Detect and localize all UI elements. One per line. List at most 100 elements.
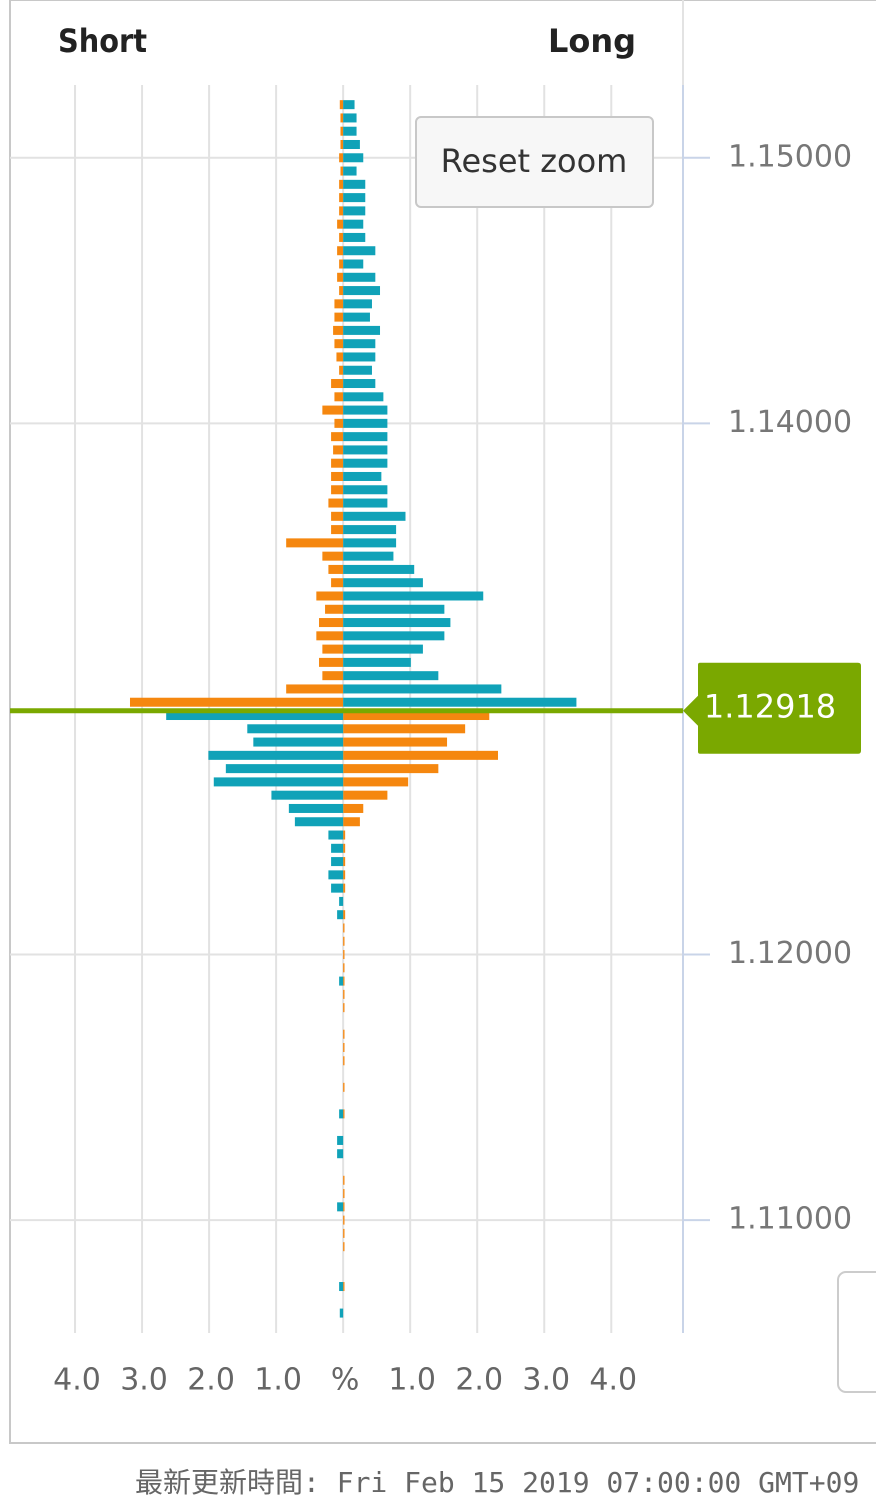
bar — [343, 976, 345, 986]
bar — [343, 100, 355, 110]
bar — [343, 206, 366, 216]
bar — [331, 578, 344, 588]
x-tick-label: 2.0 — [455, 1363, 503, 1398]
bar — [339, 193, 344, 203]
bar — [343, 259, 364, 269]
bar — [343, 246, 376, 256]
bar — [331, 471, 344, 481]
bar — [322, 551, 344, 561]
bar — [343, 325, 381, 335]
bar — [340, 126, 344, 136]
bar — [343, 936, 345, 946]
current-price: 1.12918 — [10, 662, 861, 754]
bar — [343, 910, 346, 920]
bar — [331, 458, 344, 468]
button-bg[interactable] — [415, 116, 654, 208]
bar — [208, 750, 344, 760]
bar — [328, 498, 344, 508]
bar — [343, 153, 364, 163]
bar — [288, 803, 344, 813]
bar — [328, 830, 344, 840]
bar — [333, 445, 344, 455]
bar — [129, 697, 344, 707]
bar — [322, 671, 344, 681]
bar — [343, 193, 366, 203]
bar — [343, 365, 372, 375]
bar — [343, 339, 376, 349]
bar — [343, 618, 451, 628]
bar — [343, 737, 448, 747]
bar — [343, 179, 366, 189]
bar — [339, 1308, 344, 1318]
bar — [343, 1282, 345, 1292]
short-label: Short — [58, 22, 147, 60]
bar — [343, 379, 376, 389]
bar — [328, 870, 344, 880]
x-tick-label: 4.0 — [589, 1363, 637, 1398]
bar — [331, 843, 344, 853]
bar — [343, 883, 346, 893]
footer: 最新更新時間: Fri Feb 15 2019 07:00:00 GMT+09 — [135, 1466, 859, 1498]
bar — [343, 272, 376, 282]
bar — [337, 1202, 344, 1212]
bar — [339, 100, 344, 110]
bar — [213, 777, 344, 787]
bar — [343, 657, 411, 667]
bar — [343, 1056, 345, 1066]
bar — [328, 564, 344, 574]
side-handle[interactable] — [837, 1271, 876, 1393]
bar — [343, 1228, 345, 1238]
bar — [343, 578, 423, 588]
bar — [343, 392, 384, 402]
bar — [343, 485, 388, 495]
x-tick-label: % — [331, 1363, 360, 1398]
bar — [333, 325, 344, 335]
bar — [343, 1175, 345, 1185]
long-label: Long — [548, 22, 636, 60]
current-price-label: 1.12918 — [704, 688, 836, 726]
bar — [322, 405, 344, 415]
bar — [343, 445, 388, 455]
bar — [343, 697, 577, 707]
bar — [331, 379, 344, 389]
bar — [343, 830, 346, 840]
bars — [129, 100, 577, 1318]
bar — [343, 671, 439, 681]
bar — [337, 246, 344, 256]
bar — [343, 286, 381, 296]
y-tick-label: 1.14000 — [728, 405, 852, 440]
reset-zoom-button[interactable]: Reset zoom — [415, 116, 654, 208]
bar — [316, 631, 344, 641]
button-label[interactable]: Reset zoom — [441, 142, 628, 180]
bar — [343, 963, 345, 973]
bar — [343, 1029, 345, 1039]
bar — [343, 1202, 345, 1212]
bar — [294, 817, 344, 827]
bar — [343, 219, 364, 229]
bar — [166, 711, 344, 721]
bar — [343, 1215, 345, 1225]
bar — [316, 591, 344, 601]
bar — [343, 166, 357, 176]
bar — [343, 684, 502, 694]
bar — [340, 166, 344, 176]
bar — [343, 989, 345, 999]
bar — [343, 139, 360, 149]
x-tick-label: 2.0 — [187, 1363, 235, 1398]
bar — [331, 883, 344, 893]
y-tick-label: 1.12000 — [728, 936, 852, 971]
bar — [343, 551, 394, 561]
bar — [343, 803, 364, 813]
bar — [336, 352, 344, 362]
bar — [343, 1109, 345, 1119]
bar — [337, 272, 344, 282]
bar — [340, 139, 344, 149]
bar — [343, 538, 397, 548]
bar — [343, 1242, 345, 1252]
bar — [253, 737, 344, 747]
bar — [337, 219, 344, 229]
bar — [339, 896, 344, 906]
bar — [343, 923, 345, 933]
